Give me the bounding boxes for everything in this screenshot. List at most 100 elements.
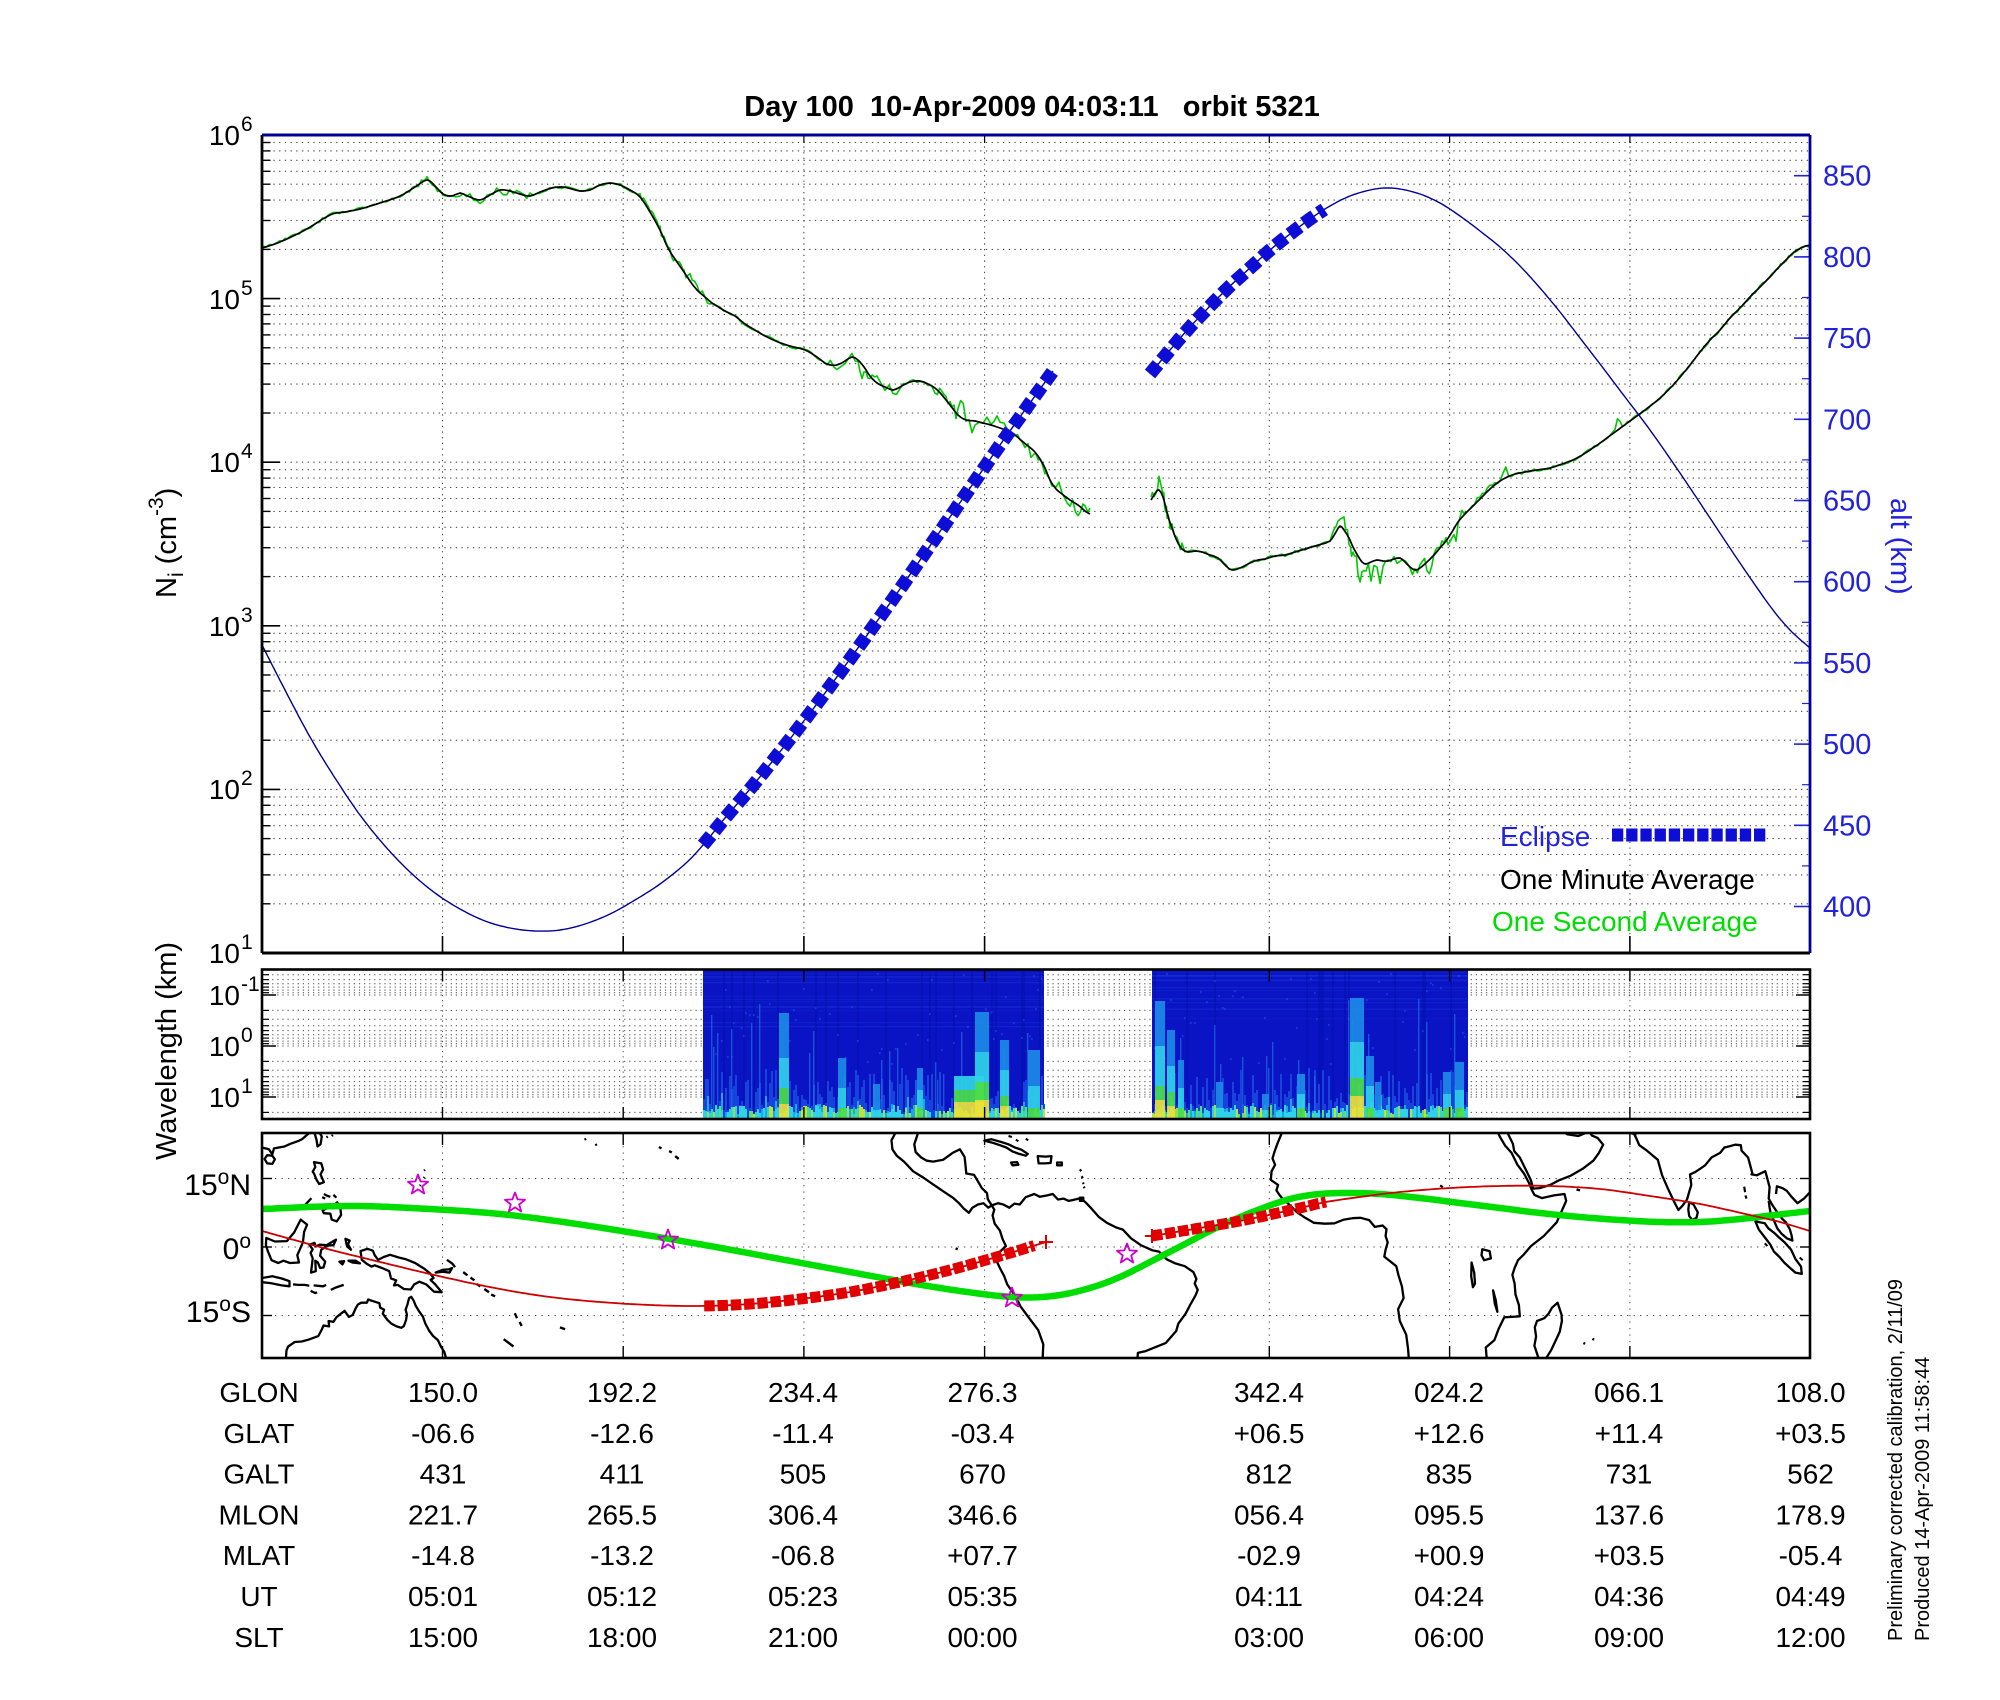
svg-text:192.2: 192.2 xyxy=(587,1377,657,1408)
svg-text:Day 100 10-Apr-2009 04:03:11: Day 100 10-Apr-2009 04:03:11 orbit 5321 xyxy=(744,91,1320,123)
svg-text:UT: UT xyxy=(240,1581,277,1612)
svg-text:15oS: 15oS xyxy=(186,1293,251,1329)
svg-text:1: 1 xyxy=(241,1075,253,1098)
svg-text:04:24: 04:24 xyxy=(1414,1581,1484,1612)
svg-text:Preliminary corrected calibrat: Preliminary corrected calibration, 2/11/… xyxy=(1885,1279,1907,1641)
svg-text:095.5: 095.5 xyxy=(1414,1499,1484,1530)
svg-text:10: 10 xyxy=(209,611,240,642)
svg-text:-1: -1 xyxy=(241,973,260,996)
svg-text:-12.6: -12.6 xyxy=(590,1418,654,1449)
svg-text:562: 562 xyxy=(1787,1459,1834,1490)
svg-text:0: 0 xyxy=(241,1024,253,1047)
svg-text:10: 10 xyxy=(209,1082,240,1113)
svg-text:06:00: 06:00 xyxy=(1414,1622,1484,1653)
svg-text:12:00: 12:00 xyxy=(1775,1622,1845,1653)
svg-text:-06.8: -06.8 xyxy=(771,1540,835,1571)
svg-text:+07.7: +07.7 xyxy=(947,1540,1018,1571)
svg-text:411: 411 xyxy=(600,1459,645,1490)
svg-text:812: 812 xyxy=(1246,1459,1293,1490)
svg-text:10: 10 xyxy=(209,120,240,151)
svg-text:GALT: GALT xyxy=(223,1459,294,1490)
svg-text:108.0: 108.0 xyxy=(1775,1377,1845,1408)
svg-text:10: 10 xyxy=(209,938,240,969)
svg-text:-02.9: -02.9 xyxy=(1237,1540,1301,1571)
svg-text:MLAT: MLAT xyxy=(223,1540,296,1571)
svg-text:+11.4: +11.4 xyxy=(1595,1418,1664,1449)
svg-text:4: 4 xyxy=(241,440,253,463)
svg-text:+03.5: +03.5 xyxy=(1594,1540,1665,1571)
svg-text:10: 10 xyxy=(209,447,240,478)
svg-text:SLT: SLT xyxy=(234,1622,283,1653)
svg-text:306.4: 306.4 xyxy=(768,1499,838,1530)
svg-text:09:00: 09:00 xyxy=(1594,1622,1664,1653)
svg-text:MLON: MLON xyxy=(219,1499,300,1530)
svg-text:550: 550 xyxy=(1823,648,1871,680)
svg-text:One Second Average: One Second Average xyxy=(1492,906,1758,937)
svg-text:2: 2 xyxy=(241,767,253,790)
svg-text:505: 505 xyxy=(780,1459,827,1490)
svg-text:835: 835 xyxy=(1426,1459,1473,1490)
svg-text:-11.4: -11.4 xyxy=(772,1418,834,1449)
svg-text:-13.2: -13.2 xyxy=(590,1540,654,1571)
svg-text:650: 650 xyxy=(1823,486,1871,518)
svg-text:00:00: 00:00 xyxy=(947,1622,1017,1653)
svg-text:10: 10 xyxy=(209,774,240,805)
svg-text:05:12: 05:12 xyxy=(587,1581,657,1612)
svg-text:600: 600 xyxy=(1823,567,1871,599)
svg-text:150.0: 150.0 xyxy=(408,1377,478,1408)
svg-text:670: 670 xyxy=(959,1459,1006,1490)
svg-text:-14.8: -14.8 xyxy=(411,1540,475,1571)
svg-text:6: 6 xyxy=(241,113,253,136)
svg-text:731: 731 xyxy=(1606,1459,1653,1490)
svg-text:5: 5 xyxy=(241,277,253,300)
svg-text:Eclipse: Eclipse xyxy=(1500,821,1590,852)
svg-text:GLON: GLON xyxy=(219,1377,298,1408)
svg-text:05:35: 05:35 xyxy=(947,1581,1017,1612)
svg-text:21:00: 21:00 xyxy=(768,1622,838,1653)
svg-text:400: 400 xyxy=(1823,892,1871,924)
svg-text:alt (km): alt (km) xyxy=(1884,498,1916,595)
svg-text:+03.5: +03.5 xyxy=(1775,1418,1846,1449)
svg-text:10: 10 xyxy=(209,1031,240,1062)
svg-text:05:23: 05:23 xyxy=(768,1581,838,1612)
svg-text:-03.4: -03.4 xyxy=(951,1418,1015,1449)
svg-text:+06.5: +06.5 xyxy=(1234,1418,1305,1449)
svg-text:-05.4: -05.4 xyxy=(1779,1540,1843,1571)
svg-text:1: 1 xyxy=(241,931,253,954)
svg-text:10: 10 xyxy=(209,284,240,315)
svg-text:10: 10 xyxy=(209,980,240,1011)
svg-text:342.4: 342.4 xyxy=(1234,1377,1304,1408)
svg-text:750: 750 xyxy=(1823,323,1871,355)
svg-text:+12.6: +12.6 xyxy=(1414,1418,1485,1449)
svg-text:+00.9: +00.9 xyxy=(1414,1540,1485,1571)
svg-text:450: 450 xyxy=(1823,810,1871,842)
svg-text:700: 700 xyxy=(1823,404,1871,436)
svg-text:800: 800 xyxy=(1823,242,1871,274)
svg-text:500: 500 xyxy=(1823,729,1871,761)
svg-text:137.6: 137.6 xyxy=(1594,1499,1664,1530)
svg-text:One Minute Average: One Minute Average xyxy=(1500,864,1755,895)
svg-text:GLAT: GLAT xyxy=(223,1418,294,1449)
svg-text:431: 431 xyxy=(420,1459,467,1490)
svg-text:221.7: 221.7 xyxy=(408,1499,478,1530)
svg-text:066.1: 066.1 xyxy=(1594,1377,1664,1408)
svg-text:346.6: 346.6 xyxy=(947,1499,1017,1530)
svg-text:05:01: 05:01 xyxy=(408,1581,478,1612)
svg-text:18:00: 18:00 xyxy=(587,1622,657,1653)
svg-text:Wavelength (km): Wavelength (km) xyxy=(151,942,183,1160)
svg-text:15:00: 15:00 xyxy=(408,1622,478,1653)
svg-text:850: 850 xyxy=(1823,161,1871,193)
svg-text:04:11: 04:11 xyxy=(1235,1581,1303,1612)
svg-text:276.3: 276.3 xyxy=(947,1377,1017,1408)
svg-text:15oN: 15oN xyxy=(184,1166,251,1202)
svg-text:024.2: 024.2 xyxy=(1414,1377,1484,1408)
svg-text:056.4: 056.4 xyxy=(1234,1499,1304,1530)
svg-text:234.4: 234.4 xyxy=(768,1377,838,1408)
svg-text:Produced 14-Apr-2009 11:58:44: Produced 14-Apr-2009 11:58:44 xyxy=(1912,1357,1934,1641)
svg-text:178.9: 178.9 xyxy=(1775,1499,1845,1530)
svg-text:265.5: 265.5 xyxy=(587,1499,657,1530)
svg-text:04:49: 04:49 xyxy=(1775,1581,1845,1612)
svg-text:03:00: 03:00 xyxy=(1234,1622,1304,1653)
svg-text:04:36: 04:36 xyxy=(1594,1581,1664,1612)
svg-text:3: 3 xyxy=(241,604,253,627)
